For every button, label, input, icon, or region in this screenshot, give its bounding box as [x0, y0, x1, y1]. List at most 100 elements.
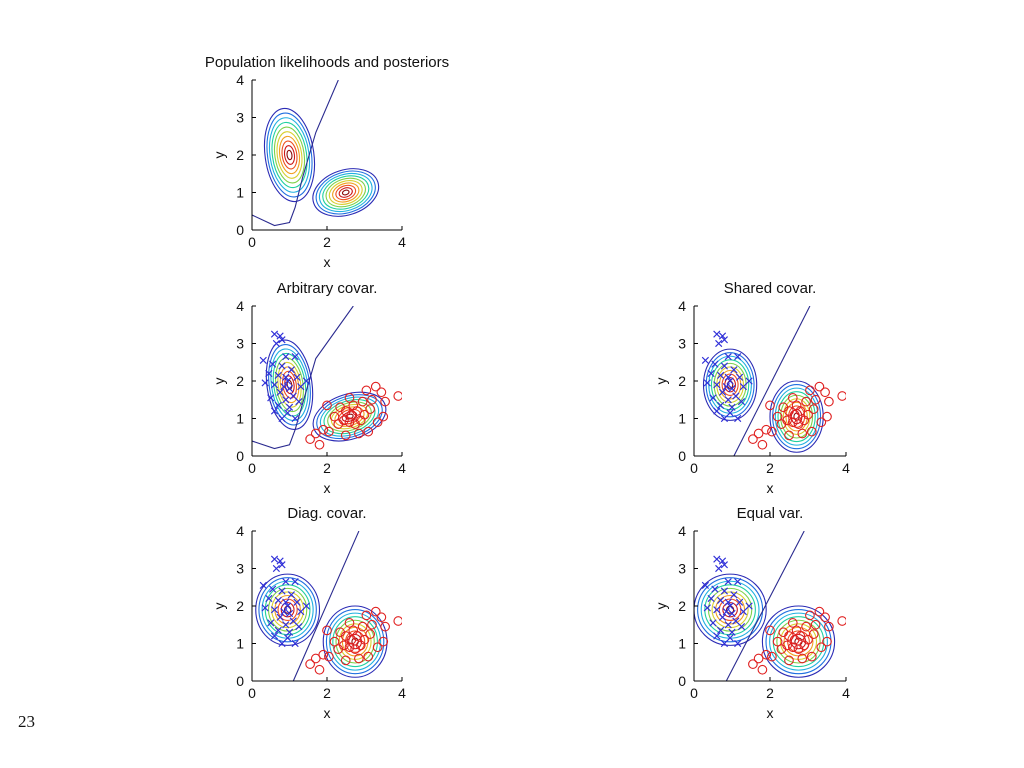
sample-o-marker [354, 653, 364, 664]
sample-x-marker [724, 578, 732, 586]
contour-ring [761, 605, 836, 678]
plot-area [255, 531, 402, 681]
sample-o-marker [808, 629, 819, 639]
sample-o-marker [797, 653, 808, 664]
contour-ring [697, 577, 764, 643]
contour-ring [258, 577, 317, 643]
sample-o-marker [805, 610, 815, 621]
y-tick-label: 2 [236, 373, 244, 389]
contour-ring [341, 189, 350, 196]
sample-o-marker [376, 612, 387, 623]
y-tick-label: 3 [236, 336, 244, 352]
sample-x-marker [276, 332, 284, 340]
sample-x-marker [270, 606, 279, 614]
sample-o-marker [363, 426, 374, 437]
sample-x-marker [720, 336, 728, 344]
y-tick-label: 1 [678, 636, 686, 652]
sample-x-marker [709, 394, 717, 402]
x-tick-label: 2 [323, 234, 331, 250]
sample-o-marker [822, 636, 832, 647]
sample-x-marker [287, 591, 295, 599]
sample-o-marker [782, 640, 792, 651]
sample-x-marker [703, 379, 711, 387]
sample-x-marker [274, 401, 282, 409]
y-tick-label: 4 [236, 523, 244, 539]
sample-x-marker [732, 617, 740, 625]
y-axis-label: y [211, 378, 227, 385]
x-tick-label: 0 [690, 685, 698, 701]
contour-ring [279, 366, 300, 404]
sample-x-marker [259, 356, 267, 364]
sample-x-marker [724, 373, 732, 381]
contour-ring [338, 187, 353, 198]
sample-x-marker [265, 369, 273, 378]
sample-o-marker [820, 612, 830, 623]
y-tick-label: 2 [678, 373, 686, 389]
contour-ring [772, 384, 822, 450]
y-tick-label: 4 [678, 523, 686, 539]
sample-x-marker [734, 639, 742, 648]
sample-x-marker [289, 392, 297, 400]
sample-o-marker [363, 651, 374, 662]
sample-x-marker [713, 407, 721, 415]
y-tick-label: 3 [678, 561, 686, 577]
contour-ring [276, 131, 303, 179]
sample-o-marker [787, 417, 798, 428]
sample-x-marker [745, 602, 753, 610]
contour-ring [777, 391, 816, 443]
sample-x-marker [720, 362, 728, 370]
sample-o-marker [324, 651, 334, 662]
sample-o-marker [801, 396, 811, 407]
contour-ring [273, 126, 306, 184]
sample-x-marker [707, 369, 715, 378]
chart-panel: 0 2 4 0 1 2 3 4 x y Population likelihoods and pos… [205, 54, 449, 270]
sample-o-marker [393, 616, 402, 626]
sample-x-marker [715, 564, 723, 573]
contour-ring [328, 180, 363, 205]
sample-x-marker [713, 632, 721, 640]
sample-x-marker [724, 396, 732, 404]
sample-x-marker [280, 383, 288, 391]
contour-ring [335, 184, 357, 201]
contour-ring [316, 394, 383, 440]
sample-x-marker [718, 613, 727, 621]
x-tick-label: 2 [766, 460, 774, 476]
sample-x-marker [720, 561, 728, 569]
sample-o-marker [803, 634, 813, 645]
contour-ring [268, 343, 311, 426]
sample-x-marker [726, 409, 734, 417]
sample-x-marker [261, 604, 269, 612]
y-tick-label: 3 [236, 110, 244, 126]
sample-x-marker [302, 602, 310, 610]
sample-o-marker [344, 417, 355, 428]
sample-x-marker [734, 353, 742, 361]
sample-x-marker [285, 403, 294, 411]
sample-o-marker [344, 642, 355, 653]
sample-o-marker [367, 394, 377, 405]
sample-x-marker [274, 596, 282, 604]
sample-x-marker [732, 392, 740, 400]
sample-x-marker [302, 377, 310, 385]
sample-x-marker [726, 602, 734, 610]
contour-ring [329, 612, 382, 671]
sample-x-marker [715, 339, 723, 348]
sample-o-marker [305, 659, 315, 669]
sample-o-marker [805, 385, 815, 396]
y-tick-label: 1 [678, 411, 686, 427]
sample-x-marker [724, 598, 732, 606]
sample-x-marker [717, 371, 725, 379]
sample-x-marker [711, 585, 719, 593]
chart-panel: 0 2 4 0 1 2 3 4 x y Equal var. [653, 505, 850, 721]
sample-o-marker [310, 428, 321, 439]
sample-x-marker [730, 591, 738, 599]
sample-o-marker [784, 655, 794, 666]
contour-ring [325, 609, 385, 675]
sample-o-marker [824, 396, 834, 407]
decision-boundary [252, 306, 354, 450]
sample-o-marker [757, 664, 768, 675]
sample-o-marker [318, 424, 329, 435]
sample-x-marker [713, 381, 721, 389]
sample-o-marker [318, 649, 329, 660]
sample-x-marker [736, 373, 744, 381]
plot-area [701, 306, 846, 456]
